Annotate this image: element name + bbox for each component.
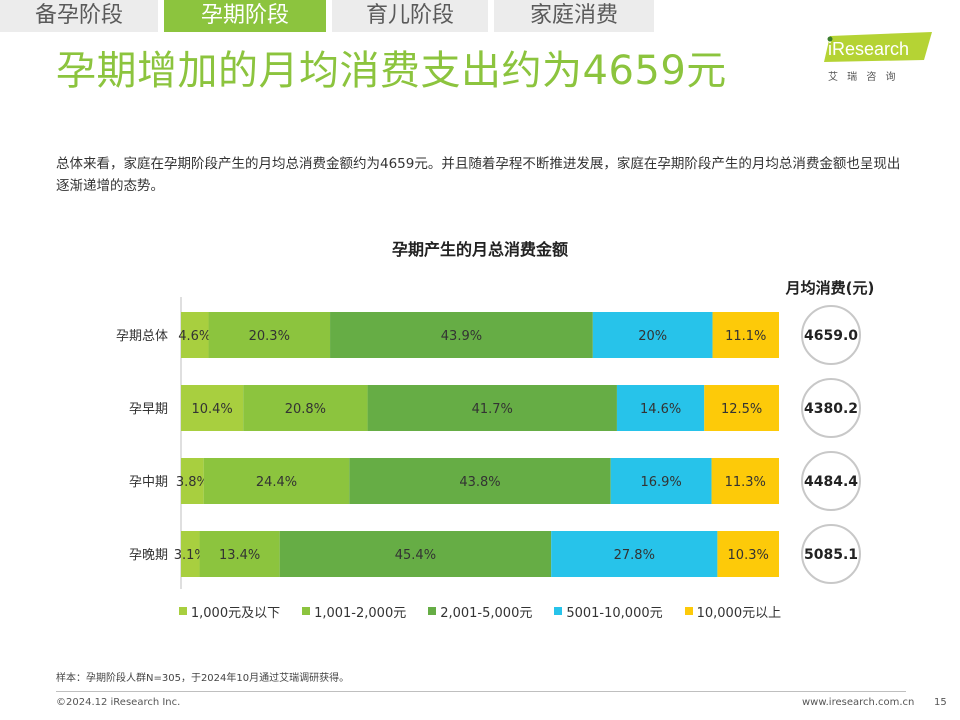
data-label: 14.6% — [640, 402, 681, 417]
bar-segment — [203, 458, 350, 504]
page-title: 孕期增加的月均消费支出约为4659元 — [56, 48, 727, 94]
bar-segment — [367, 385, 617, 431]
chart-title: 孕期产生的月总消费金额 — [391, 240, 568, 259]
bar-segment — [349, 458, 611, 504]
avg-spend-circle — [801, 451, 861, 511]
data-label: 20.3% — [249, 329, 290, 344]
legend-item: 5001-10,000元 — [554, 600, 663, 622]
legend-swatch — [684, 607, 693, 615]
category-label: 孕中期 — [129, 475, 168, 490]
legend-label: 1,000元及以下 — [190, 605, 281, 621]
data-label: 43.9% — [441, 329, 482, 344]
bar-segment — [208, 312, 331, 358]
logo-brand: iResearch — [828, 39, 909, 59]
data-label: 24.4% — [256, 475, 297, 490]
legend-swatch — [428, 607, 437, 615]
data-label: 10.3% — [728, 548, 769, 563]
data-label: 43.8% — [459, 475, 500, 490]
website-link[interactable]: www.iresearch.com.cn — [802, 697, 915, 708]
avg-spend-value: 4380.2 — [804, 401, 858, 417]
avg-spend-circle — [801, 378, 861, 438]
legend-label: 1,001-2,000元 — [314, 605, 407, 621]
chart-legend: 1,000元及以下 1,001-2,000元 2,001-5,000元 5001… — [0, 600, 960, 622]
copyright: ©2024.12 iResearch Inc. — [56, 697, 181, 708]
legend-swatch — [554, 607, 563, 615]
avg-spend-circle — [801, 524, 861, 584]
data-label: 45.4% — [395, 548, 436, 563]
category-label: 孕早期 — [129, 402, 168, 417]
page-number: 15 — [934, 697, 947, 708]
logo-subtitle: 艾 瑞 咨 询 — [828, 70, 899, 83]
avg-spend-label: 月均消费(元) — [785, 279, 875, 297]
iresearch-logo: iResearch 艾 瑞 咨 询 — [824, 32, 932, 83]
data-label: 27.8% — [614, 548, 655, 563]
bar-segment — [610, 458, 712, 504]
legend-item: 2,001-5,000元 — [428, 600, 532, 622]
data-label: 20.8% — [285, 402, 326, 417]
bar-segment — [199, 531, 280, 577]
bar-segment — [704, 385, 779, 431]
data-label: 11.3% — [725, 475, 766, 490]
legend-label: 5001-10,000元 — [566, 605, 663, 621]
logo-banner — [824, 32, 932, 62]
legend-item: 1,001-2,000元 — [302, 600, 406, 622]
bar-segment — [711, 458, 779, 504]
footer-divider — [56, 691, 906, 692]
avg-spend-value: 5085.1 — [804, 547, 858, 563]
bar-segment — [279, 531, 552, 577]
footnote: 样本：孕期阶段人群N=305，于2024年10月通过艾瑞调研获得。 — [56, 673, 350, 684]
bar-segment — [243, 385, 368, 431]
data-label: 13.4% — [219, 548, 260, 563]
legend-swatch — [178, 607, 187, 615]
category-label: 孕晚期 — [129, 548, 168, 563]
tab-pre-pregnancy[interactable]: 备孕阶段 — [0, 0, 158, 32]
legend-swatch — [302, 607, 311, 615]
tab-parenting[interactable]: 育儿阶段 — [332, 0, 488, 32]
bar-segment — [181, 385, 244, 431]
tab-family-consumption[interactable]: 家庭消费 — [494, 0, 654, 32]
data-label: 20% — [638, 329, 667, 344]
bar-segment — [616, 385, 705, 431]
logo-dot — [827, 36, 833, 42]
data-label: 3.8% — [176, 475, 209, 490]
bar-segment — [181, 458, 204, 504]
avg-spend-value: 4659.0 — [804, 328, 858, 344]
bar-segment — [717, 531, 779, 577]
data-label: 3.1% — [174, 548, 207, 563]
legend-label: 2,001-5,000元 — [440, 605, 533, 621]
stage-tabs: 备孕阶段 孕期阶段 育儿阶段 家庭消费 — [0, 0, 960, 32]
bar-segment — [592, 312, 713, 358]
bar-segment — [330, 312, 593, 358]
bar-segment — [712, 312, 779, 358]
legend-label: 10,000元以上 — [696, 605, 782, 621]
legend-item: 10,000元以上 — [684, 600, 782, 622]
data-label: 16.9% — [640, 475, 681, 490]
tab-pregnancy[interactable]: 孕期阶段 — [164, 0, 326, 32]
category-label: 孕期总体 — [116, 329, 168, 344]
bar-segment — [181, 312, 209, 358]
data-label: 41.7% — [472, 402, 513, 417]
avg-spend-circle — [801, 305, 861, 365]
summary-text: 总体来看，家庭在孕期阶段产生的月均总消费金额约为4659元。并且随着孕程不断推进… — [56, 156, 901, 194]
data-label: 12.5% — [721, 402, 762, 417]
data-label: 4.6% — [178, 329, 211, 344]
bar-segment — [551, 531, 718, 577]
data-label: 10.4% — [191, 402, 232, 417]
legend-item: 1,000元及以下 — [178, 600, 281, 622]
avg-spend-value: 4484.4 — [804, 474, 858, 490]
data-label: 11.1% — [725, 329, 766, 344]
bar-segment — [181, 531, 200, 577]
